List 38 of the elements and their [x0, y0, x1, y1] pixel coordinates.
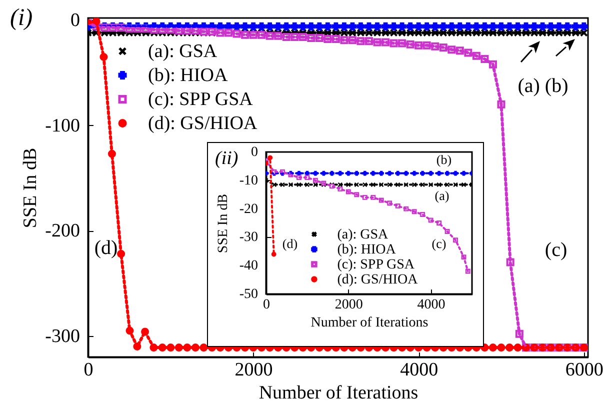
x-axis-title: Number of Iterations	[258, 382, 418, 404]
y-tick-label: -100	[45, 115, 80, 136]
y-tick-label: -40	[239, 258, 258, 274]
y-axis-title: SSE In dB	[216, 194, 231, 254]
y-tick-label: -50	[239, 287, 258, 302]
annotation: (d)	[94, 237, 118, 259]
legend-label: (b): HIOA	[337, 242, 397, 258]
y-tick-label: -200	[45, 220, 80, 242]
legend-label: (a): GSA	[148, 41, 218, 62]
y-axis-title: SSE In dB	[20, 148, 41, 228]
x-axis-title: Number of Iterations	[310, 316, 428, 330]
annotation: (ii)	[215, 148, 238, 169]
annotation: (a)	[434, 188, 450, 203]
x-tick-label: 0	[263, 298, 270, 312]
y-tick-label: -30	[239, 230, 258, 246]
annotation: (d)	[282, 236, 298, 251]
x-tick-label: 4000	[400, 360, 438, 380]
legend-label: (c): SPP GSA	[148, 89, 254, 110]
legend-label: (c): SPP GSA	[337, 257, 416, 272]
annotation: (c)	[544, 239, 568, 261]
text: (i)	[10, 5, 33, 31]
x-tick-label: 2000	[334, 298, 363, 312]
y-tick-label: 0	[251, 145, 258, 160]
x-tick-label: 0	[84, 360, 94, 380]
legend-label: (d): GS/HIOA	[148, 113, 258, 134]
x-tick-label: 6000	[565, 360, 603, 380]
y-tick-label: 0	[70, 10, 80, 32]
x-tick-label: 2000	[234, 360, 273, 380]
y-tick-label: -10	[239, 173, 258, 188]
x-tick-label: 4000	[417, 298, 446, 312]
legend-label: (d): GS/HIOA	[337, 272, 419, 288]
annotation: (a) (b)	[518, 75, 568, 97]
legend-label: (a): GSA	[337, 227, 390, 242]
annotation: (b)	[436, 152, 452, 167]
y-tick-label: -20	[239, 202, 258, 217]
legend-label: (b): HIOA	[148, 65, 228, 86]
annotation: (c)	[432, 236, 446, 251]
y-tick-label: -300	[45, 326, 80, 347]
